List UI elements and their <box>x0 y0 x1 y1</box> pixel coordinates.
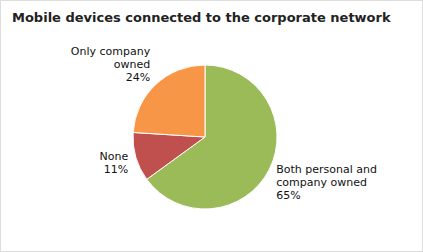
category-label: owned <box>114 58 150 71</box>
value-label: 65% <box>276 189 300 202</box>
title: Mobile devices connected to the corporat… <box>12 10 391 25</box>
slice-label: None11% <box>99 150 128 176</box>
slice-label: Only companyowned24% <box>71 45 151 84</box>
slice-label: Both personal andcompany owned65% <box>276 163 377 202</box>
category-label: Both personal and <box>276 163 377 176</box>
background <box>1 1 423 252</box>
slice <box>133 132 205 179</box>
labels: Both personal andcompany owned65% None11%… <box>71 45 377 202</box>
category-label: None <box>99 150 128 163</box>
value-label: 11% <box>104 163 128 176</box>
category-label: company owned <box>276 176 367 189</box>
chart: Mobile devices connected to the corporat… <box>0 0 423 252</box>
value-label: 24% <box>126 71 150 84</box>
slices <box>133 65 277 209</box>
category-label: Only company <box>71 45 151 58</box>
